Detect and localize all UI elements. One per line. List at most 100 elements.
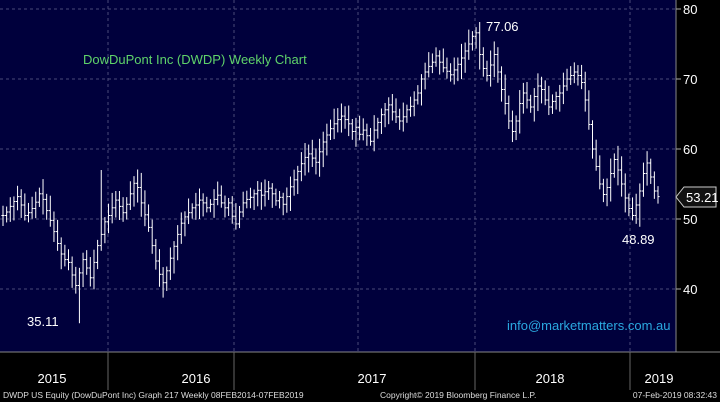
ohlc-bar: [401, 102, 405, 132]
ohlc-bar: [23, 193, 27, 221]
ohlc-bar: [106, 203, 111, 234]
ohlc-bar: [157, 249, 162, 287]
ohlc-bar: [489, 50, 493, 87]
ohlc-bar: [452, 57, 456, 85]
ohlc-bar: [630, 197, 635, 221]
ohlc-bar: [354, 117, 358, 147]
ohlc-bar: [267, 180, 271, 200]
ohlc-bar: [19, 189, 23, 218]
ohlc-bar: [292, 169, 296, 196]
ohlc-bar: [230, 196, 234, 224]
ohlc-bar: [277, 191, 282, 209]
ohlc-bar: [569, 66, 573, 85]
ohlc-bar: [558, 84, 562, 112]
ohlc-bar: [343, 106, 347, 129]
ohlc-bar: [212, 189, 216, 218]
ohlc-bar: [30, 196, 34, 219]
ohlc-bar: [594, 139, 598, 171]
ohlc-bar: [492, 41, 496, 78]
ohlc-bar: [601, 178, 606, 203]
ohlc-bar: [270, 183, 274, 208]
ohlc-bar: [470, 31, 475, 51]
ohlc-bar: [554, 91, 558, 110]
ohlc-bar: [263, 179, 267, 207]
ohlc-bar: [5, 206, 9, 223]
ohlc-bar: [641, 162, 646, 197]
ohlc-bar: [201, 193, 205, 217]
plot-area: [0, 0, 676, 352]
ohlc-bar: [339, 103, 344, 133]
annotation-low-2015: 35.11: [27, 314, 59, 329]
ohlc-bar: [623, 173, 627, 213]
ohlc-bar: [347, 105, 351, 137]
ohlc-bar: [499, 66, 504, 102]
ohlc-bar: [649, 158, 653, 184]
ohlc-bar: [321, 131, 325, 168]
x-axis: 2015 2016 2017 2018 2019: [38, 352, 673, 390]
ohlc-bar: [394, 98, 398, 123]
ohlc-bar: [48, 195, 52, 227]
ohlc-bar: [37, 187, 41, 207]
ohlc-bar: [310, 139, 314, 167]
ohlc-bar: [503, 74, 507, 115]
footer-left: DWDP US Equity (DowDuPont Inc) Graph 217…: [3, 390, 304, 400]
ohlc-bar: [598, 155, 602, 190]
x-tick-label: 2016: [182, 371, 211, 386]
ohlc-bar: [92, 249, 96, 290]
ohlc-bar: [128, 181, 132, 210]
ohlc-bar: [117, 190, 122, 220]
watermark-email: info@marketmatters.com.au: [507, 318, 670, 333]
ohlc-bar: [299, 152, 303, 182]
ohlc-bar: [190, 203, 194, 219]
ohlc-bar: [645, 151, 649, 186]
ohlc-bar: [223, 195, 227, 218]
y-tick-label: 80: [683, 2, 697, 17]
ohlc-bar: [398, 108, 402, 130]
ohlc-bar: [390, 93, 394, 121]
ohlc-bar: [332, 108, 336, 140]
ohlc-bar: [525, 81, 529, 109]
ohlc-bar: [408, 96, 413, 117]
ohlc-bar: [438, 50, 442, 75]
ohlc-bar: [45, 193, 49, 220]
ohlc-bar: [656, 186, 660, 204]
y-tick-label: 60: [683, 142, 697, 157]
ohlc-bar: [77, 267, 82, 324]
ohlc-bar: [518, 90, 522, 134]
ohlc-bar: [55, 219, 60, 251]
ohlc-bar: [252, 189, 256, 210]
x-tick-label: 2015: [38, 371, 67, 386]
ohlc-bar: [197, 188, 202, 219]
ohlc-bar: [121, 197, 125, 222]
ohlc-bar: [285, 187, 289, 213]
chart-title: DowDuPont Inc (DWDP) Weekly Chart: [83, 52, 307, 67]
ohlc-bar: [576, 65, 580, 86]
ohlc-bar: [478, 22, 482, 70]
ohlc-bar: [376, 117, 380, 139]
ohlc-bar: [74, 266, 78, 294]
ohlc-bar: [208, 199, 213, 213]
ohlc-bar: [405, 104, 409, 123]
ohlc-bar: [387, 97, 391, 125]
ohlc-bar: [459, 43, 464, 80]
ohlc-bar: [1, 205, 5, 226]
ohlc-bar: [70, 256, 74, 288]
ohlc-bar: [543, 80, 547, 106]
ohlc-bar: [448, 63, 453, 82]
ohlc-bar: [441, 48, 445, 73]
ohlc-bar: [103, 217, 107, 244]
ohlc-bar: [365, 123, 369, 146]
ohlc-bar: [561, 72, 565, 105]
ohlc-bar: [419, 74, 424, 106]
ohlc-bar: [139, 172, 143, 217]
ohlc-bar: [256, 181, 260, 207]
ohlc-bar: [234, 203, 238, 230]
ohlc-bar: [539, 76, 544, 104]
ohlc-bar: [15, 185, 20, 211]
ohlc-bar: [627, 193, 631, 217]
ohlc-bar: [168, 247, 172, 280]
ohlc-bar: [66, 249, 71, 271]
ohlc-bar: [237, 205, 242, 229]
ohlc-bar: [336, 108, 340, 133]
